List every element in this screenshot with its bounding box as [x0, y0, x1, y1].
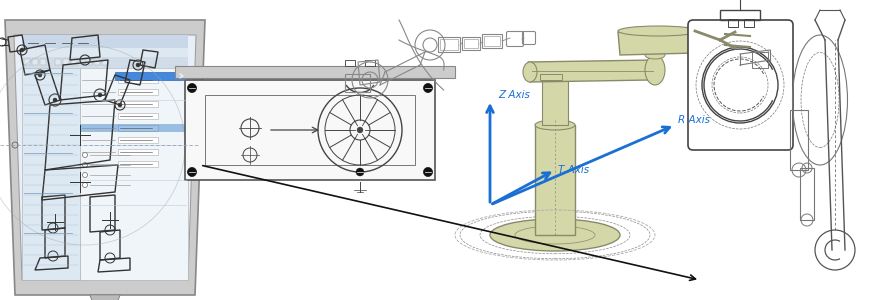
Circle shape: [188, 83, 196, 92]
Bar: [464, 39, 478, 48]
Bar: [535, 125, 575, 235]
Bar: [118, 113, 158, 119]
Circle shape: [98, 93, 102, 97]
Polygon shape: [80, 68, 188, 280]
Circle shape: [356, 168, 364, 176]
Circle shape: [136, 63, 140, 67]
Bar: [540, 74, 562, 80]
Bar: [185, 80, 435, 180]
Circle shape: [82, 182, 88, 188]
Polygon shape: [22, 68, 80, 280]
Circle shape: [20, 48, 24, 52]
Bar: [102, 59, 108, 65]
Polygon shape: [618, 30, 700, 55]
Circle shape: [188, 167, 196, 176]
Bar: [175, 66, 455, 78]
Bar: [345, 74, 370, 92]
Ellipse shape: [618, 26, 698, 36]
Bar: [118, 101, 158, 107]
Bar: [118, 89, 158, 95]
Circle shape: [82, 163, 88, 167]
Bar: [542, 75, 568, 125]
Polygon shape: [90, 295, 120, 300]
Bar: [118, 149, 158, 155]
Polygon shape: [22, 48, 188, 57]
Bar: [118, 137, 158, 143]
Ellipse shape: [535, 120, 575, 130]
Ellipse shape: [648, 60, 662, 80]
Ellipse shape: [645, 55, 665, 85]
Text: R Axis: R Axis: [678, 115, 710, 125]
FancyBboxPatch shape: [688, 20, 793, 150]
Bar: [752, 52, 768, 68]
Bar: [205, 95, 415, 165]
Bar: [720, 10, 760, 20]
Bar: [438, 37, 460, 52]
Polygon shape: [5, 20, 205, 295]
Bar: [63, 59, 69, 65]
Circle shape: [38, 73, 42, 77]
Ellipse shape: [523, 62, 537, 82]
Bar: [484, 36, 500, 46]
Bar: [55, 59, 61, 65]
Bar: [462, 37, 480, 50]
Polygon shape: [14, 35, 196, 280]
Bar: [440, 39, 458, 50]
Bar: [94, 59, 100, 65]
Bar: [365, 60, 375, 66]
Bar: [345, 60, 355, 66]
Bar: [86, 59, 92, 65]
Ellipse shape: [515, 226, 595, 244]
Polygon shape: [528, 60, 655, 82]
Bar: [728, 19, 738, 27]
Bar: [115, 72, 183, 80]
Ellipse shape: [645, 51, 665, 59]
Circle shape: [82, 152, 88, 158]
Bar: [40, 59, 46, 65]
Bar: [24, 59, 30, 65]
Circle shape: [53, 98, 57, 102]
Circle shape: [82, 172, 88, 178]
Bar: [118, 161, 158, 167]
Bar: [744, 19, 754, 27]
Polygon shape: [90, 295, 120, 300]
Bar: [71, 59, 77, 65]
Circle shape: [118, 103, 122, 107]
Ellipse shape: [542, 71, 568, 79]
Bar: [118, 125, 158, 131]
Bar: [118, 77, 158, 83]
Text: T Axis: T Axis: [558, 165, 589, 175]
Polygon shape: [22, 35, 188, 48]
Bar: [482, 34, 502, 48]
Polygon shape: [22, 57, 188, 68]
Bar: [800, 168, 814, 220]
Bar: [32, 59, 38, 65]
Circle shape: [357, 127, 363, 133]
Circle shape: [424, 83, 433, 92]
Ellipse shape: [490, 219, 620, 251]
Text: Z Axis: Z Axis: [498, 90, 530, 100]
Bar: [790, 110, 808, 170]
Circle shape: [424, 167, 433, 176]
Polygon shape: [80, 124, 188, 132]
